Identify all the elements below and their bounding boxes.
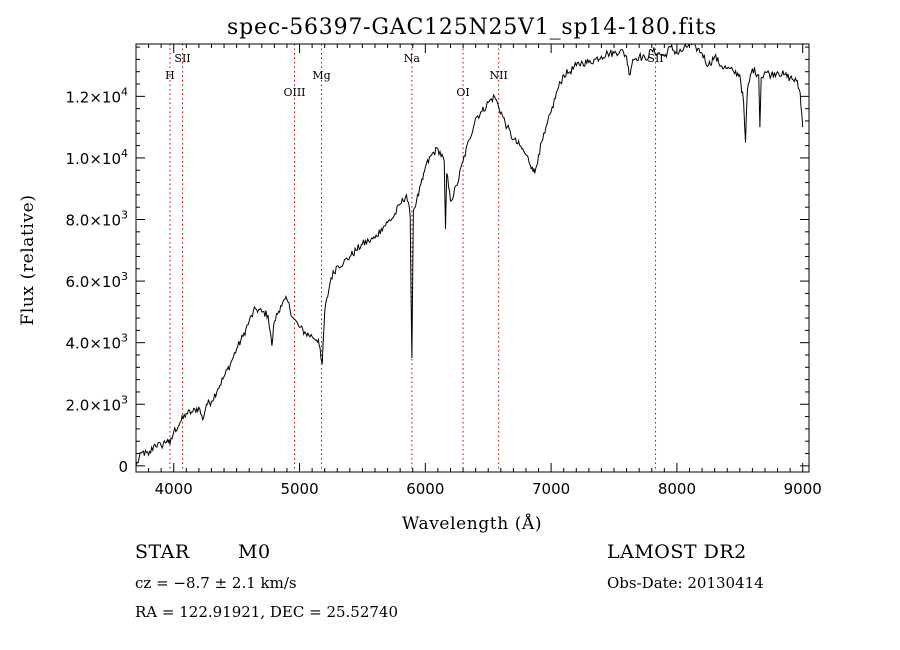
- chart-title: spec-56397-GAC125N25V1_sp14-180.fits: [227, 15, 717, 40]
- y-tick-label: 2.0×103: [65, 393, 128, 414]
- object-subclass: M0: [238, 541, 271, 563]
- survey-name: LAMOST DR2: [607, 541, 747, 563]
- observation-date: Obs-Date: 20130414: [607, 574, 764, 592]
- y-tick-label: 6.0×103: [65, 270, 128, 291]
- redshift-velocity: cz = −8.7 ± 2.1 km/s: [135, 574, 297, 592]
- line-marker-label: OIII: [283, 86, 305, 99]
- y-tick-label: 1.2×104: [65, 85, 128, 106]
- plot-frame: [135, 43, 810, 473]
- emission-line-markers: H SII OIII Mg Na OI NII SII: [165, 44, 664, 472]
- y-tick-label: 8.0×103: [65, 209, 128, 230]
- line-marker-label: SII: [647, 52, 663, 65]
- y-tick-label: 1.0×104: [65, 147, 128, 168]
- x-axis-label: Wavelength (Å): [402, 513, 542, 534]
- line-marker-label: Na: [404, 52, 421, 65]
- x-tick-label: 4000: [155, 480, 193, 498]
- spectrum-line: [135, 43, 804, 466]
- y-axis-label: Flux (relative): [18, 194, 38, 325]
- y-tick-label: 0: [118, 458, 128, 476]
- object-class: STAR: [135, 541, 190, 563]
- line-marker-label: SII: [174, 52, 190, 65]
- x-tick-label: 6000: [406, 480, 444, 498]
- line-marker-label: NII: [490, 69, 508, 82]
- x-tick-label: 7000: [532, 480, 570, 498]
- plot-axes: 4000 5000 6000 7000 8000 9000 0 2.0×103 4.0×103 6…: [65, 43, 822, 498]
- x-tick-label: 5000: [280, 480, 318, 498]
- line-marker-label: OI: [456, 86, 469, 99]
- x-tick-label: 9000: [784, 480, 822, 498]
- x-tick-label: 8000: [658, 480, 696, 498]
- line-marker-label: H: [165, 69, 175, 82]
- line-marker-label: Mg: [312, 69, 330, 82]
- coordinates: RA = 122.91921, DEC = 25.52740: [135, 603, 399, 621]
- y-tick-label: 4.0×103: [65, 332, 128, 353]
